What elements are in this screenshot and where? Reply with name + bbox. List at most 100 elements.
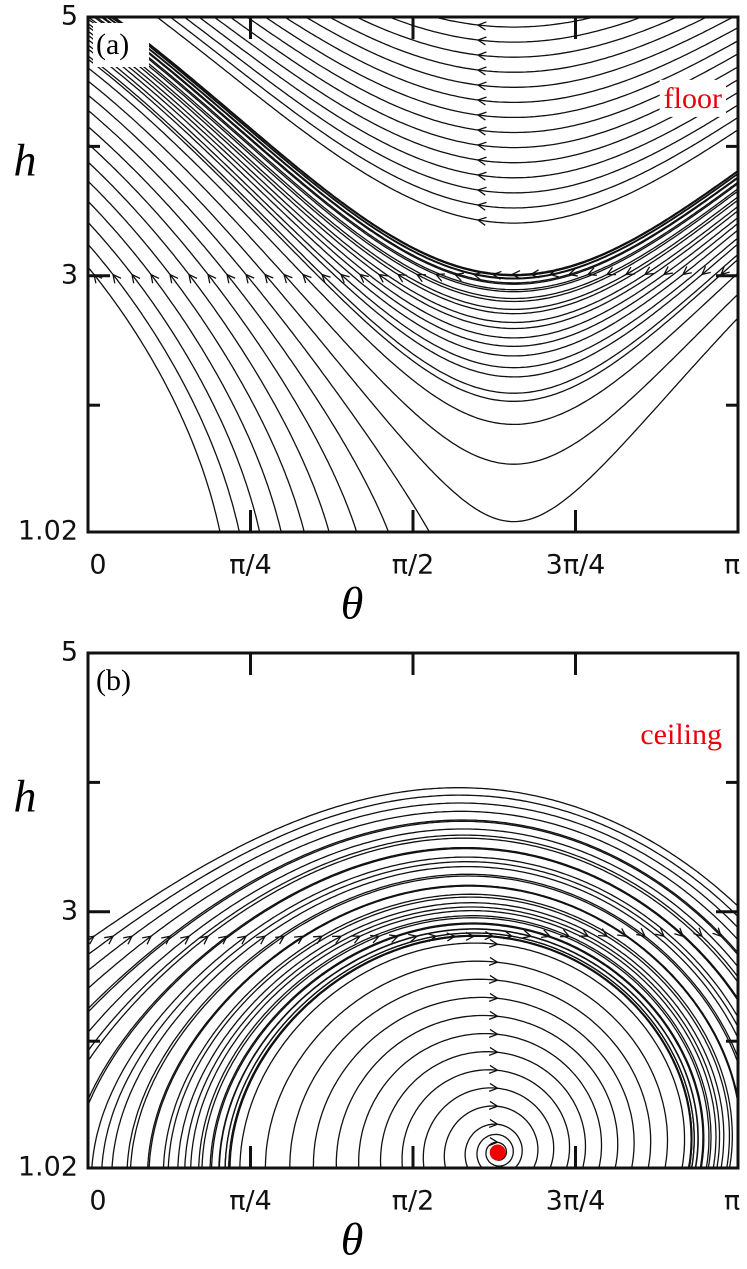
- streamline: [88, 828, 738, 1034]
- streamline: [88, 161, 330, 532]
- arrow-head: [598, 928, 609, 938]
- arrow-head: [476, 66, 487, 76]
- streamline: [169, 17, 738, 209]
- streamline: [88, 48, 738, 378]
- streamline: [92, 17, 738, 303]
- streamline: [88, 44, 738, 369]
- streamline: [88, 834, 738, 1053]
- streamline: [289, 978, 652, 1168]
- streamline: [304, 17, 735, 88]
- streamline: [212, 17, 738, 164]
- streamline: [229, 935, 692, 1168]
- streamline: [88, 34, 738, 348]
- annotation-bg: [659, 79, 726, 117]
- arrow-head: [476, 36, 487, 46]
- streamline: [312, 996, 635, 1168]
- arrow-head: [476, 216, 487, 226]
- streamline: [88, 802, 738, 972]
- arrow-head: [275, 935, 286, 945]
- panel: 1.02 3 5 0 π/4 π/2 3π/4 π h θ (a) floor: [14, 1, 741, 629]
- arrow-head: [488, 1046, 499, 1056]
- arrow-head: [245, 273, 255, 284]
- streamline: [88, 25, 738, 330]
- arrow-head: [476, 201, 487, 211]
- arrow-head: [488, 974, 499, 984]
- streamline: [88, 125, 390, 532]
- arrow-head: [476, 21, 487, 31]
- arrow-head: [655, 927, 666, 938]
- arrow-head: [226, 273, 236, 284]
- streamline: [88, 94, 738, 523]
- arrow-head: [476, 111, 487, 121]
- streamline: [148, 885, 738, 1168]
- arrow-head: [264, 273, 274, 284]
- arrow-head: [453, 272, 464, 282]
- streamline: [197, 17, 738, 179]
- panel-label-bg: [93, 23, 149, 67]
- y-tick-label: 3: [61, 895, 78, 926]
- arrow-head: [476, 126, 487, 136]
- streamline: [88, 67, 738, 426]
- streamline: [167, 896, 731, 1168]
- arrow-head: [548, 268, 559, 278]
- streamline: [88, 38, 738, 357]
- arrow-head: [150, 273, 160, 284]
- arrow-head: [488, 1136, 499, 1147]
- arrow-head: [700, 266, 711, 276]
- streamlines: [88, 17, 738, 532]
- x-tick-label: 0: [89, 550, 106, 581]
- streamline: [283, 17, 738, 104]
- arrow-head: [488, 1064, 499, 1074]
- streamline: [88, 142, 358, 532]
- x-tick-label: 3π/4: [546, 550, 606, 581]
- arrow-head: [169, 273, 179, 284]
- arrow-head: [161, 935, 172, 945]
- y-tick-label: 5: [61, 637, 78, 668]
- arrow-head: [636, 927, 647, 938]
- streamline: [387, 17, 644, 43]
- streamline: [88, 846, 738, 1102]
- x-axis-label: θ: [341, 578, 364, 629]
- arrow-head: [488, 992, 499, 1002]
- streamline: [88, 30, 738, 339]
- arrow-head: [488, 1082, 499, 1093]
- arrow-head: [237, 935, 248, 945]
- y-axis-label: h: [14, 135, 37, 186]
- arrow-head: [88, 935, 96, 945]
- streamline: [224, 932, 695, 1168]
- streamline: [358, 1032, 603, 1168]
- streamlines: [88, 787, 738, 1168]
- y-tick-label: 3: [61, 259, 78, 290]
- arrow-head: [294, 935, 305, 945]
- streamline: [422, 1087, 555, 1168]
- x-tick-label: π: [724, 550, 740, 581]
- arrow-head: [586, 267, 597, 276]
- arrow-head: [332, 935, 343, 944]
- streamline: [183, 17, 738, 194]
- arrow-head: [476, 186, 487, 196]
- streamline: [91, 856, 738, 1168]
- streamline: [88, 17, 738, 311]
- streamline: [88, 820, 738, 1014]
- streamline: [88, 58, 738, 402]
- arrow-head: [503, 930, 514, 940]
- streamline: [88, 80, 738, 465]
- arrow-head: [662, 266, 673, 276]
- streamline: [355, 17, 679, 58]
- streamline: [101, 861, 738, 1168]
- arrow-head: [488, 938, 499, 948]
- streamline: [155, 17, 738, 224]
- panel-label-bg: [93, 659, 149, 703]
- streamline: [229, 17, 738, 149]
- arrow-head: [207, 273, 217, 284]
- arrow-head: [476, 141, 487, 151]
- streamline: [88, 55, 738, 394]
- annotation-bg: [636, 715, 726, 753]
- y-tick-label: 5: [61, 1, 78, 32]
- arrow-head: [358, 273, 369, 283]
- arrow-head: [301, 273, 312, 284]
- arrow-head: [396, 273, 407, 283]
- arrow-head: [560, 928, 571, 938]
- arrow-head: [142, 935, 153, 945]
